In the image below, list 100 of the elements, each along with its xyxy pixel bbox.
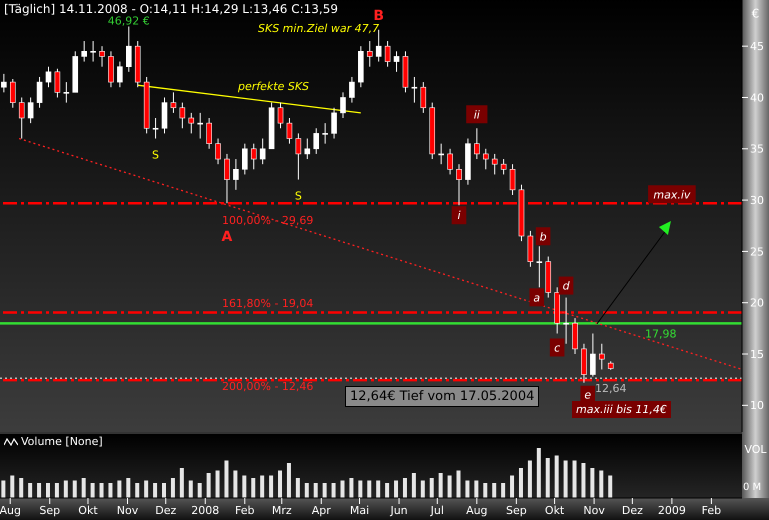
annotation: max.iii bis 11,4€ [572,401,671,418]
bar [402,478,407,498]
bar [162,483,166,498]
x-tick-label: Nov [116,504,139,517]
bar [54,483,59,498]
candlestick [536,246,542,288]
annotation: 12,64€ Tief vom 17.05.2004 [345,386,540,407]
x-tick-label: Dez [155,504,176,517]
candlestick [447,148,453,175]
bar [465,480,470,498]
candlestick [28,96,34,124]
candlestick [18,96,25,140]
bar [332,483,336,498]
bar [72,480,77,498]
bar [448,476,452,498]
candlestick [598,343,605,370]
candlestick [36,76,42,108]
y-tick-label: 20 [750,296,764,310]
bar [90,483,95,498]
bar [456,470,461,498]
bar [376,480,380,498]
x-tick-label: Okt [544,504,565,517]
y-axis-title: VOL [744,442,768,456]
y-tick-label: 15 [750,348,764,361]
label-tag: d [558,276,574,295]
bar [153,483,158,498]
candlestick [500,158,506,175]
y-tick-label: 35 [750,142,764,156]
y-tick-label: 25 [750,245,764,258]
x-tick-label: Aug [466,504,488,517]
candlestick [64,82,70,104]
annotation: d [562,280,571,293]
candlestick [233,158,239,190]
bar [322,483,327,498]
bar [242,476,246,498]
annotation: SKS min.Ziel war 47,7 [258,22,380,35]
x-tick-label: Apr [312,504,332,517]
bar [528,460,532,498]
bar [510,476,514,498]
bar [216,470,220,498]
bar [206,473,211,498]
annotation: a [533,291,540,304]
candlestick [304,138,310,160]
candlestick [286,118,292,144]
candlestick [510,164,516,196]
bar [474,480,478,498]
bar [1,480,6,498]
x-tick-label: Feb [235,504,255,517]
bar [358,480,362,498]
x-tick-label: Dez [622,504,644,517]
chart-title: [Täglich] 14.11.2008 - O:14,11 H:14,29 L:13,46 C:13,59 [4,2,338,16]
candlestick [384,40,390,68]
bar [10,476,14,498]
x-tick-label: 2008 [191,504,220,517]
bar [590,468,594,498]
candlestick [90,40,96,62]
candlestick [250,143,257,170]
y-tick-label: 10 [750,399,764,412]
bar [188,480,193,498]
bar [144,480,148,498]
annotation: S [152,148,160,162]
candlestick [366,40,373,68]
bar [536,448,541,498]
candlestick [10,78,16,108]
y-tick-label: 45 [750,40,764,54]
candlestick [99,46,105,68]
candlestick [117,61,123,88]
candlestick [394,50,400,72]
bar [572,460,577,498]
annotation: 161,80% - 19,04 [222,297,314,310]
annotation: c [554,341,560,354]
candlestick [278,102,284,129]
bar [304,483,309,498]
bar [564,460,568,498]
annotation: ii [474,108,480,122]
candlestick [420,82,426,114]
bar [278,470,282,498]
candlestick [313,128,320,154]
ref-line-label: 17,98 [645,327,676,340]
candlestick [260,138,266,165]
bar [385,483,390,498]
bar [198,483,202,498]
x-tick-label: Mai [350,504,370,517]
bar [224,460,228,498]
x-tick-label: Sep [506,504,527,517]
x-tick-label: 2009 [658,504,686,517]
bar [394,480,398,498]
candlestick [188,112,194,134]
x-tick-label: Okt [78,504,98,517]
annotation: B [373,8,384,24]
bar [608,476,612,498]
bar [501,483,506,498]
x-tick-label: Jun [389,504,408,517]
candlestick [81,40,87,62]
bar [492,483,496,498]
bar [100,483,104,498]
candlestick [412,76,418,104]
candlestick [296,132,302,180]
annotation: A [222,229,233,246]
y-tick-label: 40 [750,91,764,104]
